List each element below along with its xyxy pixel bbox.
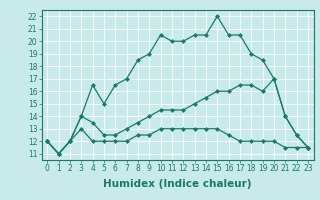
X-axis label: Humidex (Indice chaleur): Humidex (Indice chaleur): [103, 179, 252, 189]
